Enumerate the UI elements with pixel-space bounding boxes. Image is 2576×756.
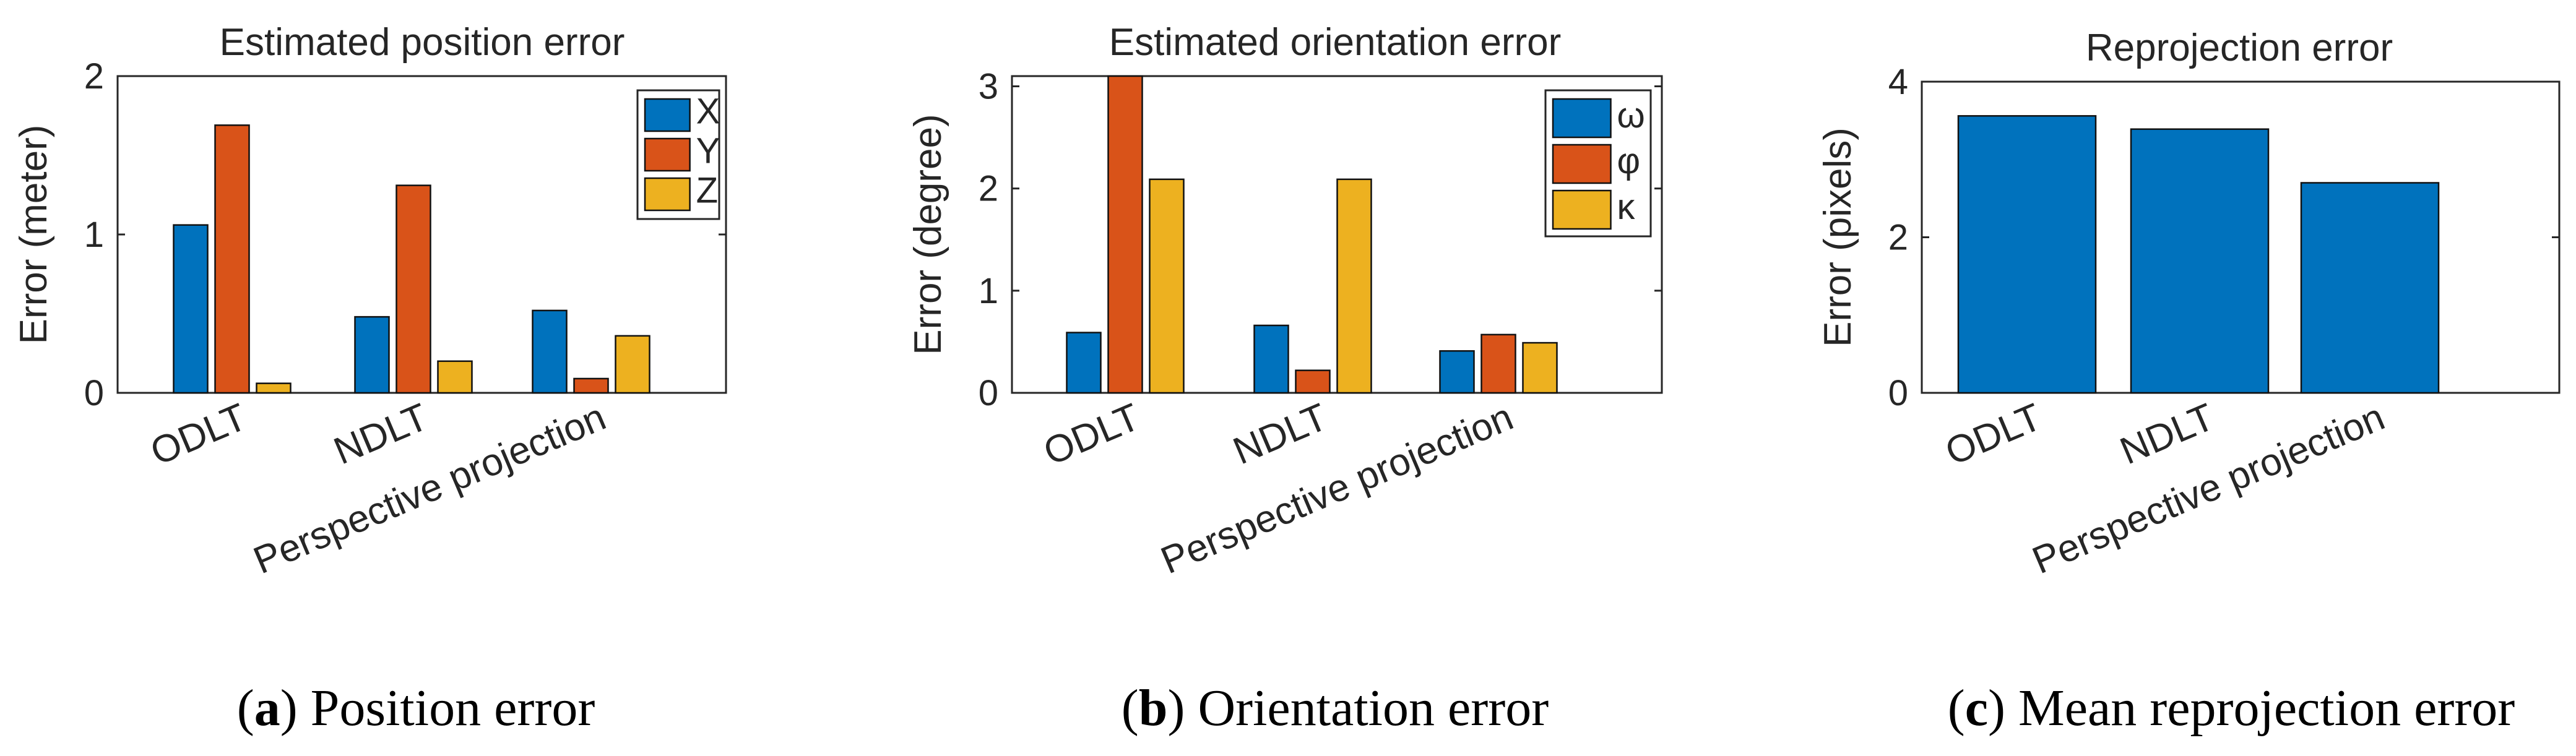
bar-ndlt-κ xyxy=(1336,178,1372,394)
bar-ndlt-Z xyxy=(437,360,473,394)
chart-title: Reprojection error xyxy=(2086,27,2393,69)
subfigure-caption: (b) Orientation error xyxy=(1122,679,1549,737)
legend-entry: ω xyxy=(1617,95,1645,135)
caption-open-paren: ( xyxy=(237,679,254,737)
x-category-label: NDLT xyxy=(328,395,434,473)
bar-odlt-value xyxy=(1957,115,2097,394)
legend-entry: X xyxy=(696,92,720,132)
caption-text: Position error xyxy=(311,679,595,737)
y-tick-label: 2 xyxy=(1888,218,1908,258)
subfigure-caption: (c) Mean reprojection error xyxy=(1948,679,2515,737)
legend-swatch xyxy=(1552,98,1612,139)
subfigure-caption: (a) Position error xyxy=(237,679,595,737)
bar-ndlt-value xyxy=(2130,128,2270,394)
caption-close-paren: ) xyxy=(280,679,311,737)
legend-entry: Y xyxy=(696,131,720,171)
y-tick-label: 3 xyxy=(979,67,998,107)
legend-swatch xyxy=(644,177,691,212)
caption-text: Mean reprojection error xyxy=(2018,679,2515,737)
bar-ndlt-ω xyxy=(1253,324,1289,394)
x-category-label: NDLT xyxy=(2114,395,2221,473)
caption-close-paren: ) xyxy=(1167,679,1198,737)
caption-text: Orientation error xyxy=(1198,679,1549,737)
y-tick-label: 0 xyxy=(84,373,104,413)
bar-odlt-ω xyxy=(1066,332,1102,394)
legend: XYZ xyxy=(636,89,720,220)
legend-swatch xyxy=(1552,189,1612,230)
caption-letter: b xyxy=(1139,679,1168,737)
legend-swatch xyxy=(644,137,691,172)
bar-odlt-Z xyxy=(256,382,292,394)
bar-perspective-projection-φ xyxy=(1480,333,1516,394)
bar-ndlt-φ xyxy=(1295,369,1331,394)
bar-odlt-κ xyxy=(1149,178,1185,394)
x-category-label: Perspective projection xyxy=(1155,395,1519,582)
caption-open-paren: ( xyxy=(1948,679,1965,737)
legend-entry: φ xyxy=(1617,141,1641,181)
y-tick-label: 2 xyxy=(979,169,998,209)
bar-perspective-projection-Y xyxy=(573,377,609,394)
legend-entry: Z xyxy=(696,171,718,211)
caption-letter: a xyxy=(254,679,280,737)
bar-ndlt-Y xyxy=(395,184,431,394)
y-tick-label: 1 xyxy=(84,215,104,255)
caption-close-paren: ) xyxy=(1988,679,2018,737)
legend-swatch xyxy=(644,98,691,132)
y-tick-label: 0 xyxy=(1888,373,1908,413)
caption-letter: c xyxy=(1965,679,1988,737)
bar-perspective-projection-X xyxy=(532,309,568,394)
legend-swatch xyxy=(1552,144,1612,184)
legend-entry: κ xyxy=(1617,187,1636,227)
bar-perspective-projection-ω xyxy=(1439,350,1475,394)
y-tick-label: 4 xyxy=(1888,62,1908,102)
chart-title: Estimated position error xyxy=(220,21,625,64)
x-category-label: NDLT xyxy=(1227,395,1334,473)
bar-perspective-projection-value xyxy=(2300,182,2440,394)
bar-perspective-projection-Z xyxy=(615,335,650,394)
bar-perspective-projection-κ xyxy=(1522,341,1558,394)
x-category-label: ODLT xyxy=(145,395,253,473)
y-axis-label: Error (degree) xyxy=(907,114,949,354)
y-tick-label: 2 xyxy=(84,56,104,97)
legend: ωφκ xyxy=(1544,89,1652,238)
x-category-label: Perspective projection xyxy=(248,395,612,582)
bar-ndlt-X xyxy=(354,316,390,394)
y-tick-label: 0 xyxy=(979,373,998,413)
chart-title: Estimated orientation error xyxy=(1109,21,1562,64)
x-category-label: ODLT xyxy=(1038,395,1146,473)
y-axis-label: Error (pixels) xyxy=(1817,127,1859,347)
bar-odlt-φ xyxy=(1107,75,1143,394)
bar-odlt-X xyxy=(173,224,209,394)
y-axis-label: Error (meter) xyxy=(12,125,55,345)
x-category-label: ODLT xyxy=(1940,395,2048,473)
y-tick-label: 1 xyxy=(979,271,998,311)
caption-open-paren: ( xyxy=(1122,679,1139,737)
bar-odlt-Y xyxy=(214,124,250,394)
